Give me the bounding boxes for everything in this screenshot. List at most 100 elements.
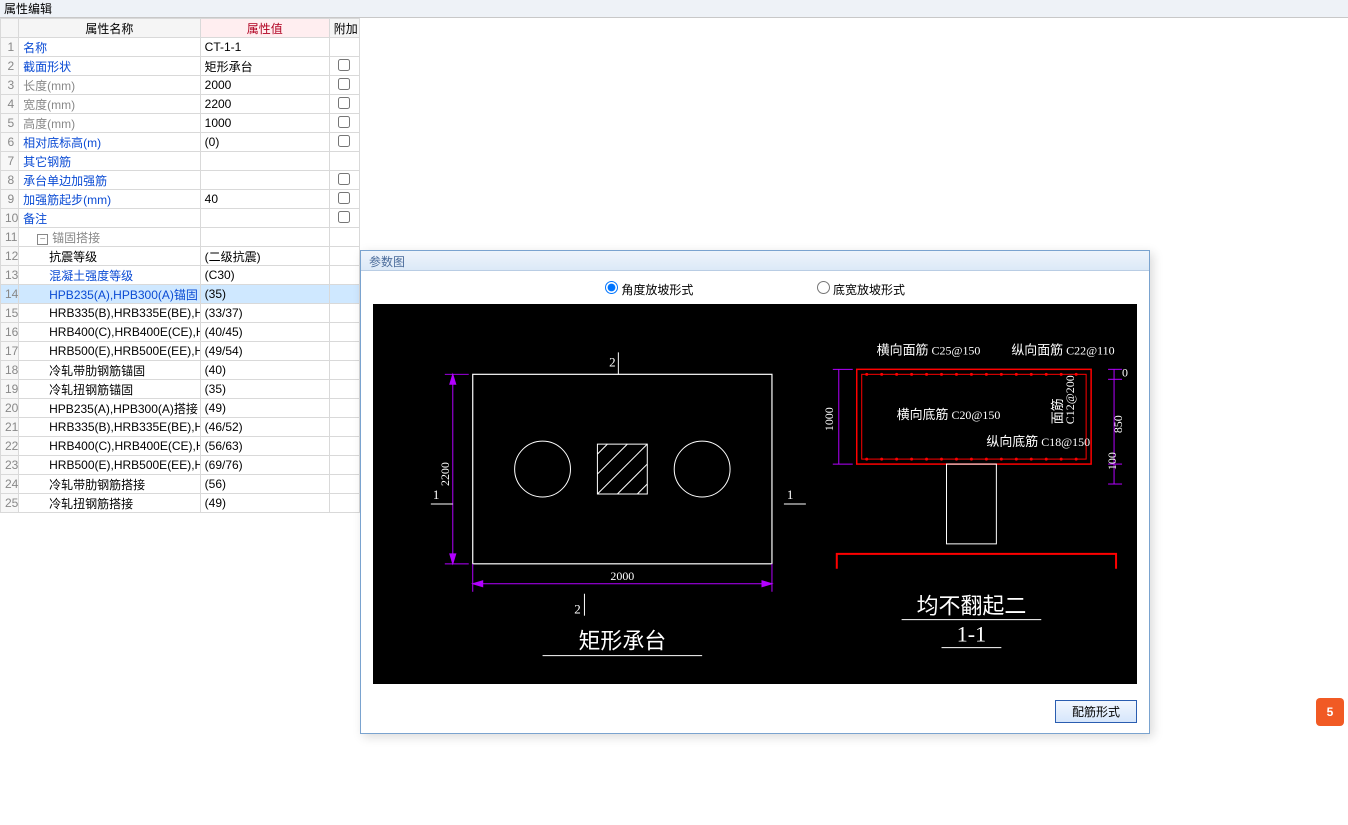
prop-extra[interactable]: [329, 285, 359, 304]
table-row[interactable]: 21HRB335(B),HRB335E(BE),HRBF(46/52): [1, 418, 360, 437]
prop-extra[interactable]: [329, 361, 359, 380]
prop-extra[interactable]: [329, 228, 359, 247]
prop-value[interactable]: (69/76): [200, 456, 329, 475]
prop-value[interactable]: (35): [200, 285, 329, 304]
table-row[interactable]: 2截面形状矩形承台: [1, 57, 360, 76]
table-row[interactable]: 25冷轧扭钢筋搭接(49): [1, 494, 360, 513]
prop-value[interactable]: (40/45): [200, 323, 329, 342]
table-row[interactable]: 20HPB235(A),HPB300(A)搭接(49): [1, 399, 360, 418]
prop-extra[interactable]: [329, 494, 359, 513]
table-row[interactable]: 6相对底标高(m)(0): [1, 133, 360, 152]
prop-value[interactable]: [200, 152, 329, 171]
prop-value[interactable]: [200, 171, 329, 190]
prop-extra[interactable]: [329, 57, 359, 76]
prop-value[interactable]: 矩形承台: [200, 57, 329, 76]
extra-checkbox[interactable]: [338, 211, 350, 223]
table-row[interactable]: 14HPB235(A),HPB300(A)锚固(35): [1, 285, 360, 304]
table-row[interactable]: 22HRB400(C),HRB400E(CE),HRBF(56/63): [1, 437, 360, 456]
row-number: 9: [1, 190, 19, 209]
prop-name: HPB235(A),HPB300(A)搭接: [19, 399, 201, 418]
prop-value[interactable]: (49): [200, 494, 329, 513]
table-row[interactable]: 17HRB500(E),HRB500E(EE),HRBF(49/54): [1, 342, 360, 361]
row-number: 17: [1, 342, 19, 361]
table-row[interactable]: 19冷轧扭钢筋锚固(35): [1, 380, 360, 399]
svg-text:矩形承台: 矩形承台: [578, 629, 666, 654]
extra-checkbox[interactable]: [338, 59, 350, 71]
table-row[interactable]: 23HRB500(E),HRB500E(EE),HRBF(69/76): [1, 456, 360, 475]
prop-value[interactable]: (56): [200, 475, 329, 494]
reinforcement-style-button[interactable]: 配筋形式: [1055, 700, 1137, 723]
prop-extra[interactable]: [329, 133, 359, 152]
radio-angle[interactable]: 角度放坡形式: [605, 283, 693, 297]
extra-checkbox[interactable]: [338, 135, 350, 147]
row-number: 14: [1, 285, 19, 304]
table-row[interactable]: 24冷轧带肋钢筋搭接(56): [1, 475, 360, 494]
prop-extra[interactable]: [329, 475, 359, 494]
prop-value[interactable]: 40: [200, 190, 329, 209]
table-row[interactable]: 7其它钢筋: [1, 152, 360, 171]
prop-extra[interactable]: [329, 418, 359, 437]
property-table[interactable]: 属性名称 属性值 附加 1名称CT-1-12截面形状矩形承台3长度(mm)200…: [0, 18, 360, 513]
prop-extra[interactable]: [329, 190, 359, 209]
prop-extra[interactable]: [329, 304, 359, 323]
col-value: 属性值: [200, 19, 329, 38]
prop-extra[interactable]: [329, 95, 359, 114]
table-row[interactable]: 13混凝土强度等级(C30): [1, 266, 360, 285]
prop-extra[interactable]: [329, 171, 359, 190]
prop-value[interactable]: (46/52): [200, 418, 329, 437]
prop-extra[interactable]: [329, 342, 359, 361]
prop-value[interactable]: (56/63): [200, 437, 329, 456]
radio-width[interactable]: 底宽放坡形式: [817, 283, 905, 297]
prop-value[interactable]: [200, 228, 329, 247]
prop-value[interactable]: (33/37): [200, 304, 329, 323]
row-number: 21: [1, 418, 19, 437]
table-row[interactable]: 12抗震等级(二级抗震): [1, 247, 360, 266]
table-row[interactable]: 10备注: [1, 209, 360, 228]
prop-extra[interactable]: [329, 76, 359, 95]
prop-value[interactable]: 1000: [200, 114, 329, 133]
prop-value[interactable]: [200, 209, 329, 228]
table-row[interactable]: 5高度(mm)1000: [1, 114, 360, 133]
prop-value[interactable]: (35): [200, 380, 329, 399]
dialog-title[interactable]: 参数图: [361, 251, 1149, 271]
row-number: 23: [1, 456, 19, 475]
prop-extra[interactable]: [329, 437, 359, 456]
prop-value[interactable]: (40): [200, 361, 329, 380]
prop-extra[interactable]: [329, 38, 359, 57]
prop-extra[interactable]: [329, 380, 359, 399]
prop-value[interactable]: (C30): [200, 266, 329, 285]
prop-value[interactable]: CT-1-1: [200, 38, 329, 57]
table-row[interactable]: 8承台单边加强筋: [1, 171, 360, 190]
table-row[interactable]: 4宽度(mm)2200: [1, 95, 360, 114]
extra-checkbox[interactable]: [338, 116, 350, 128]
extra-checkbox[interactable]: [338, 192, 350, 204]
prop-value[interactable]: 2200: [200, 95, 329, 114]
extra-checkbox[interactable]: [338, 173, 350, 185]
prop-name: 宽度(mm): [19, 95, 201, 114]
prop-extra[interactable]: [329, 266, 359, 285]
app-icon[interactable]: 5: [1316, 698, 1344, 726]
table-row[interactable]: 11−锚固搭接: [1, 228, 360, 247]
tree-toggle-icon[interactable]: −: [37, 234, 48, 245]
prop-extra[interactable]: [329, 152, 359, 171]
prop-value[interactable]: (49/54): [200, 342, 329, 361]
prop-extra[interactable]: [329, 456, 359, 475]
table-row[interactable]: 1名称CT-1-1: [1, 38, 360, 57]
prop-extra[interactable]: [329, 323, 359, 342]
prop-value[interactable]: (49): [200, 399, 329, 418]
prop-name: 长度(mm): [19, 76, 201, 95]
table-row[interactable]: 9加强筋起步(mm)40: [1, 190, 360, 209]
prop-extra[interactable]: [329, 209, 359, 228]
prop-value[interactable]: (0): [200, 133, 329, 152]
prop-extra[interactable]: [329, 247, 359, 266]
table-row[interactable]: 18冷轧带肋钢筋锚固(40): [1, 361, 360, 380]
extra-checkbox[interactable]: [338, 97, 350, 109]
prop-value[interactable]: (二级抗震): [200, 247, 329, 266]
prop-value[interactable]: 2000: [200, 76, 329, 95]
table-row[interactable]: 16HRB400(C),HRB400E(CE),HRBF(40/45): [1, 323, 360, 342]
table-row[interactable]: 15HRB335(B),HRB335E(BE),HRBF(33/37): [1, 304, 360, 323]
prop-extra[interactable]: [329, 114, 359, 133]
table-row[interactable]: 3长度(mm)2000: [1, 76, 360, 95]
extra-checkbox[interactable]: [338, 78, 350, 90]
prop-extra[interactable]: [329, 399, 359, 418]
